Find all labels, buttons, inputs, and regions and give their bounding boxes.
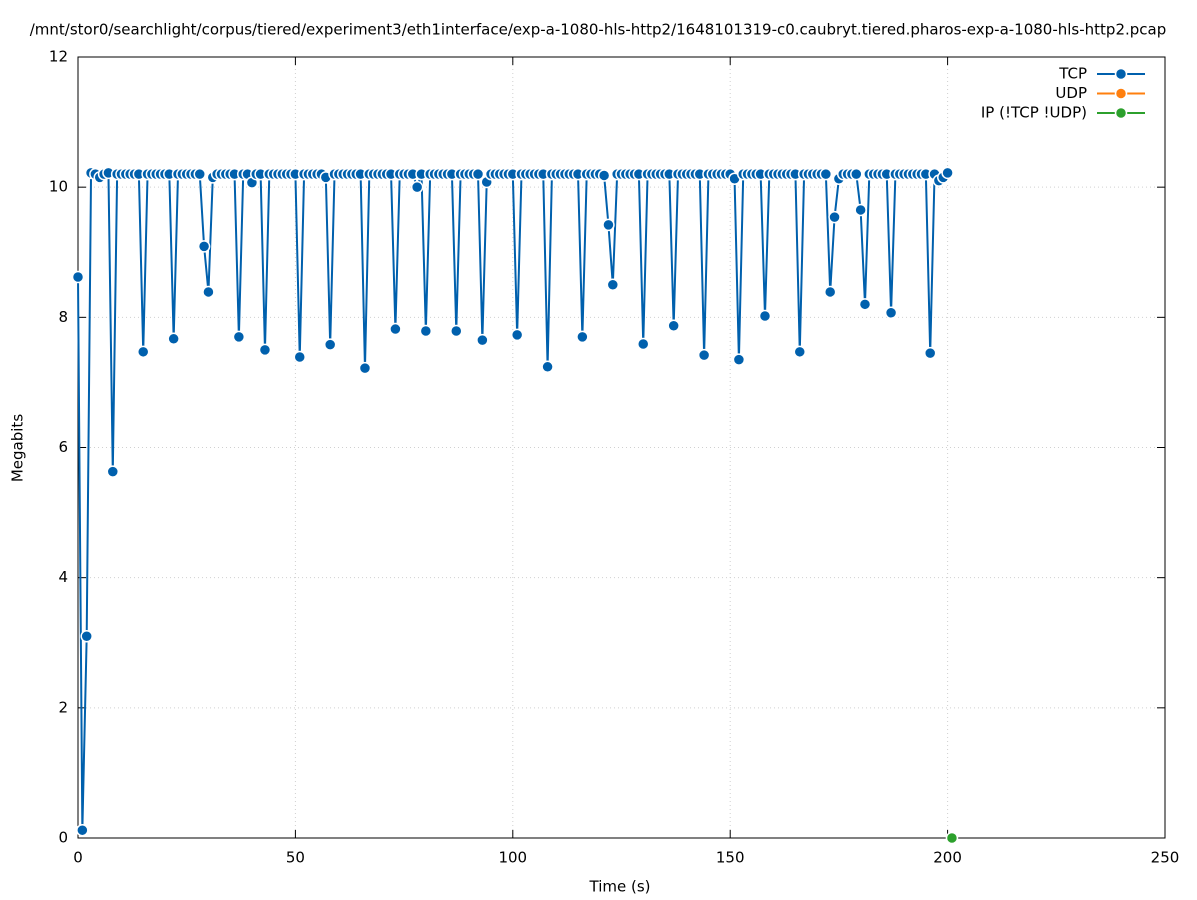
data-point (419, 324, 433, 338)
data-point (106, 465, 120, 478)
legend-label: UDP (1055, 84, 1087, 102)
data-point (697, 348, 711, 362)
data-point (197, 240, 211, 253)
y-tick-label: 4 (58, 568, 68, 586)
data-point (510, 328, 524, 342)
data-point (450, 324, 463, 338)
data-point (136, 345, 150, 359)
data-point (193, 167, 206, 181)
data-point (80, 629, 93, 643)
data-point (202, 285, 215, 299)
data-point (389, 322, 402, 336)
legend-label: IP (!TCP !UDP) (981, 104, 1087, 122)
data-point (293, 350, 306, 364)
data-point (945, 831, 959, 845)
legend-swatch (1114, 106, 1128, 120)
data-point (732, 353, 746, 366)
data-point (850, 167, 863, 181)
data-point (941, 166, 954, 180)
legend-label: TCP (1058, 65, 1087, 83)
y-tick-label: 2 (58, 698, 68, 716)
data-point (541, 360, 554, 374)
legend-swatch (1114, 67, 1128, 81)
y-tick-label: 12 (49, 48, 68, 66)
data-point (828, 210, 841, 224)
y-tick-label: 0 (58, 829, 68, 847)
legend-swatch (1114, 87, 1128, 100)
data-point (667, 319, 680, 333)
chart-title: /mnt/stor0/searchlight/corpus/tiered/exp… (30, 21, 1167, 39)
data-point (854, 203, 867, 217)
x-tick-label: 0 (73, 849, 83, 867)
data-point (410, 180, 424, 194)
plot-border (77, 56, 1166, 839)
data-point (576, 330, 589, 344)
x-tick-label: 50 (286, 849, 305, 867)
y-tick-label: 8 (58, 308, 68, 326)
x-tick-label: 100 (498, 849, 527, 867)
data-point (76, 823, 89, 837)
data-point (597, 169, 611, 182)
x-tick-label: 200 (933, 849, 962, 867)
x-tick-label: 150 (716, 849, 745, 867)
data-point (606, 278, 620, 292)
y-axis-label: Megabits (9, 414, 27, 482)
data-point (793, 345, 807, 359)
data-point (923, 346, 937, 360)
data-point (858, 298, 872, 311)
x-tick-label: 250 (1151, 849, 1180, 867)
data-point (358, 361, 372, 375)
data-point (323, 338, 337, 351)
data-point (884, 306, 898, 320)
data-point (167, 332, 180, 346)
data-point (636, 337, 650, 351)
x-axis-label: Time (s) (589, 878, 651, 896)
data-point (71, 270, 85, 284)
data-point (476, 333, 489, 347)
data-point (602, 218, 615, 232)
y-tick-label: 6 (58, 438, 68, 456)
data-point (758, 309, 772, 323)
data-point (471, 167, 485, 181)
y-tick-label: 10 (49, 178, 68, 196)
data-point (258, 343, 272, 357)
data-point (823, 285, 837, 299)
data-point (819, 167, 833, 181)
data-point (232, 330, 246, 344)
